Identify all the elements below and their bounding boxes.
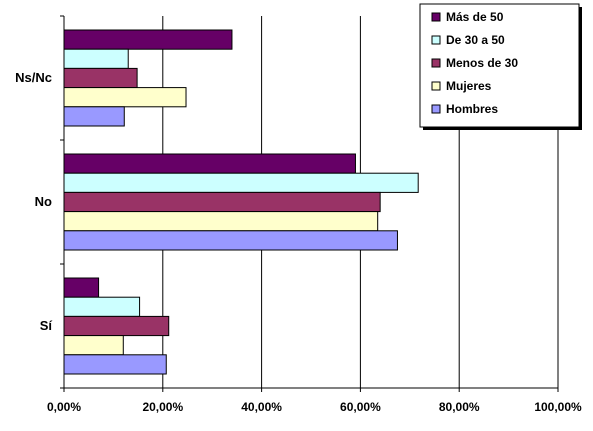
legend-swatch	[431, 35, 441, 45]
legend-label: Más de 50	[446, 10, 504, 24]
bar-0-4	[63, 106, 125, 127]
legend: Más de 50 De 30 a 50 Menos de 30 Mujeres Hom…	[419, 3, 582, 130]
x-tick-label: 80,00%	[439, 400, 480, 414]
bar-0-3	[63, 87, 187, 108]
axis-layer	[60, 15, 559, 392]
bar-2-3	[63, 335, 124, 356]
legend-label: Mujeres	[446, 79, 492, 93]
legend-label: Menos de 30	[446, 56, 518, 70]
legend-swatch	[431, 58, 441, 68]
x-tick-label: 0,00%	[47, 400, 81, 414]
x-tick-label: 40,00%	[241, 400, 282, 414]
labels-layer: Ns/Nc No Sí 0,00% 20,00% 40,00% 60,00% 80,00% 10…	[15, 70, 582, 414]
bar-2-0	[63, 277, 100, 298]
legend-label: Hombres	[446, 102, 498, 116]
category-label: No	[35, 194, 52, 209]
bar-1-2	[63, 191, 381, 213]
x-tick-label: 20,00%	[142, 400, 183, 414]
bar-0-0	[63, 29, 233, 50]
bar-2-1	[63, 296, 141, 317]
bar-1-3	[63, 211, 379, 232]
legend-label: De 30 a 50	[446, 33, 505, 47]
bar-0-1	[63, 48, 129, 69]
bar-1-1	[63, 172, 419, 193]
legend-swatch	[431, 104, 441, 114]
x-tick-label: 100,00%	[534, 400, 582, 414]
bars-layer	[63, 29, 419, 375]
x-tick-label: 60,00%	[340, 400, 381, 414]
category-label: Sí	[40, 318, 53, 333]
bar-2-4	[63, 354, 167, 375]
bar-1-4	[63, 230, 398, 251]
legend-swatch	[431, 81, 441, 91]
legend-box	[419, 3, 580, 128]
category-label: Ns/Nc	[15, 70, 52, 85]
bar-1-0	[63, 153, 356, 174]
legend-swatch	[431, 12, 441, 22]
bar-0-2	[63, 67, 138, 89]
bar-2-2	[63, 315, 170, 337]
